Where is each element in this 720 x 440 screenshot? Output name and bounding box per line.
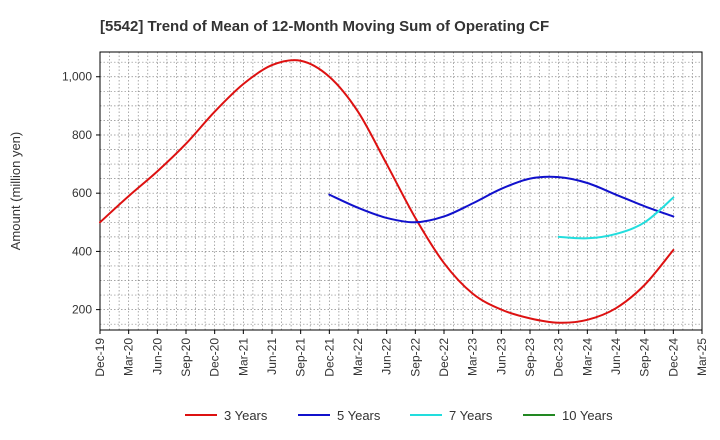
x-tick-label: Mar-24: [580, 338, 594, 376]
x-tick-label: Sep-23: [523, 338, 537, 377]
legend-label-3-years: 3 Years: [224, 408, 268, 423]
x-tick-label: Sep-20: [179, 338, 193, 377]
x-tick-label: Sep-22: [408, 338, 422, 377]
chart-title: [5542] Trend of Mean of 12-Month Moving …: [100, 18, 549, 35]
legend-label-7-years: 7 Years: [449, 408, 493, 423]
series-line-3-years: [99, 59, 675, 324]
x-tick-label: Sep-21: [294, 338, 308, 377]
x-tick-label: Jun-20: [150, 338, 164, 375]
x-tick-label: Dec-24: [666, 338, 680, 377]
y-tick-label: 400: [72, 244, 92, 258]
x-tick-label: Dec-23: [552, 338, 566, 377]
x-tick-label: Jun-23: [494, 338, 508, 375]
y-tick-label: 800: [72, 128, 92, 142]
series-line-5-years: [328, 175, 675, 224]
legend-label-5-years: 5 Years: [337, 408, 381, 423]
x-tick-label: Mar-22: [351, 338, 365, 376]
y-tick-label: 600: [72, 186, 92, 200]
x-tick-label: Jun-22: [380, 338, 394, 375]
x-tick-label: Dec-20: [208, 338, 222, 377]
x-tick-label: Mar-20: [122, 338, 136, 376]
series-group: [99, 59, 675, 324]
x-tick-label: Mar-25: [695, 338, 709, 376]
plot-area: [99, 51, 703, 331]
x-tick-label: Mar-21: [236, 338, 250, 376]
series-line-7-years: [557, 196, 675, 240]
x-tick-label: Jun-24: [609, 338, 623, 375]
legend: 3 Years 5 Years 7 Years 10 Years: [185, 408, 613, 423]
legend-label-10-years: 10 Years: [562, 408, 613, 423]
x-tick-label: Dec-22: [437, 338, 451, 377]
x-tick-label: Jun-21: [265, 338, 279, 375]
x-tick-label: Dec-19: [93, 338, 107, 377]
y-tick-label: 1,000: [62, 70, 92, 84]
x-tick-label: Mar-23: [466, 338, 480, 376]
y-tick-label: 200: [72, 303, 92, 317]
x-tick-label: Sep-24: [638, 338, 652, 377]
y-axis-label: Amount (million yen): [8, 132, 23, 251]
x-tick-label: Dec-21: [322, 338, 336, 377]
y-axis: 200 400 600 800 1,000: [62, 70, 100, 317]
x-axis: Dec-19 Mar-20 Jun-20 Sep-20 Dec-20 Mar-21 Jun-…: [93, 330, 709, 377]
